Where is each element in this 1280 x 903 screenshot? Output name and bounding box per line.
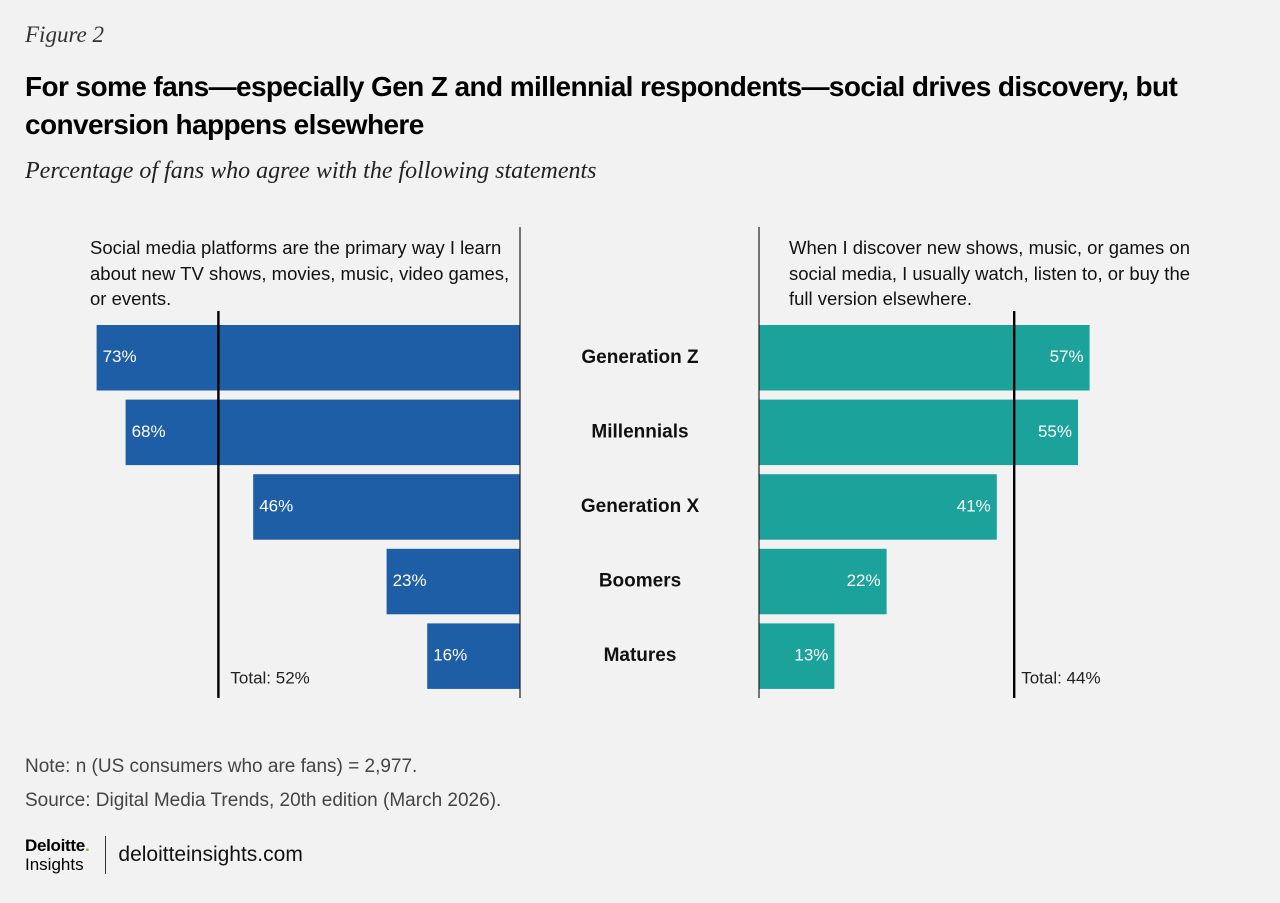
left-bar-label: 46% bbox=[259, 496, 293, 515]
right-bar-label: 41% bbox=[957, 496, 991, 515]
left-bar-label: 73% bbox=[103, 347, 137, 366]
right-bar-label: 55% bbox=[1038, 422, 1072, 441]
logo-name: Deloitte. bbox=[25, 836, 90, 855]
right-bar-label: 13% bbox=[794, 646, 828, 665]
chart-title: For some fans—especially Gen Z and mille… bbox=[25, 71, 1178, 140]
left-bar bbox=[125, 399, 520, 466]
left-total-label: Total: 52% bbox=[230, 668, 309, 687]
right-bar bbox=[759, 399, 1078, 466]
notes: Note: n (US consumers who are fans) = 2,… bbox=[25, 750, 501, 818]
left-bar bbox=[427, 623, 520, 689]
footer: Deloitte. Insights deloitteinsights.com bbox=[25, 835, 303, 875]
right-bar bbox=[759, 474, 997, 540]
deloitte-insights-logo: Deloitte. Insights bbox=[25, 836, 90, 874]
right-bar-label: 57% bbox=[1050, 347, 1084, 366]
category-label: Boomers bbox=[599, 571, 681, 592]
category-label: Millennials bbox=[591, 421, 688, 442]
logo-sub: Insights bbox=[25, 855, 84, 874]
right-bar bbox=[759, 548, 887, 615]
left-bar bbox=[253, 474, 520, 540]
figure-label: Figure 2 bbox=[25, 22, 104, 47]
left-statement: Social media platforms are the primary w… bbox=[90, 237, 510, 309]
category-label: Generation Z bbox=[581, 347, 699, 368]
right-bar-label: 22% bbox=[847, 571, 881, 590]
footer-divider bbox=[105, 836, 107, 874]
source-text: Source: Digital Media Trends, 20th editi… bbox=[25, 790, 502, 811]
left-bar-label: 68% bbox=[132, 422, 166, 441]
site-link[interactable]: deloitteinsights.com bbox=[118, 843, 303, 866]
category-label: Matures bbox=[604, 645, 677, 666]
note-text: Note: n (US consumers who are fans) = 2,… bbox=[25, 756, 418, 777]
category-label: Generation X bbox=[581, 496, 700, 517]
left-bar bbox=[96, 325, 520, 391]
left-bar-label: 23% bbox=[393, 571, 427, 590]
right-bar bbox=[759, 623, 835, 689]
right-bar bbox=[759, 325, 1090, 391]
right-statement: When I discover new shows, music, or gam… bbox=[789, 237, 1191, 309]
right-total-label: Total: 44% bbox=[1021, 668, 1100, 687]
left-bar-label: 16% bbox=[433, 646, 467, 665]
chart-subtitle: Percentage of fans who agree with the fo… bbox=[25, 158, 597, 184]
left-bar bbox=[386, 548, 520, 615]
